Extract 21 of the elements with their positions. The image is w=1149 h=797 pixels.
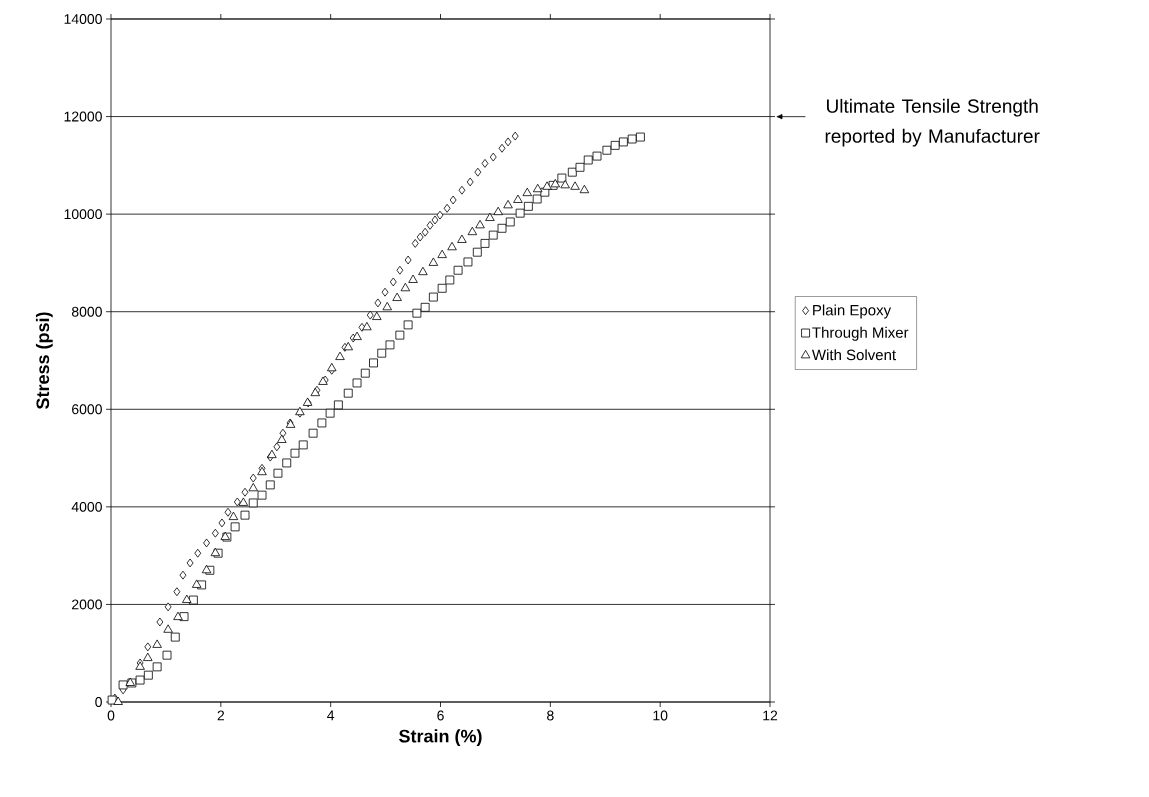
legend-label: Plain Epoxy [813, 304, 892, 319]
y-tick-label: 6000 [72, 404, 102, 415]
y-axis-title: Stress (psi) [35, 312, 53, 409]
y-tick-label: 0 [95, 697, 102, 707]
x-axis-title: Strain (%) [399, 729, 482, 747]
x-tick-label: 8 [547, 710, 554, 721]
y-tick-label: 2000 [72, 599, 102, 610]
y-tick-label: 14000 [64, 14, 102, 24]
y-tick-label: 4000 [71, 501, 102, 512]
y-tick-label: 8000 [71, 306, 102, 317]
x-tick-label: 0 [107, 710, 115, 721]
x-tick-label: 12 [763, 710, 778, 721]
x-tick-label: 6 [437, 710, 444, 721]
x-tick-label: 4 [327, 710, 335, 721]
y-tick-label: 12000 [64, 111, 102, 122]
x-tick-label: 10 [653, 710, 668, 721]
legend-label: With Solvent [811, 349, 896, 361]
text: Ultimate Tensile Strength reported by Manufacturer [825, 98, 1040, 147]
legend-label: Through Mixer [812, 326, 909, 341]
y-tick-label: 10000 [64, 209, 102, 220]
x-tick-label: 2 [217, 710, 225, 721]
